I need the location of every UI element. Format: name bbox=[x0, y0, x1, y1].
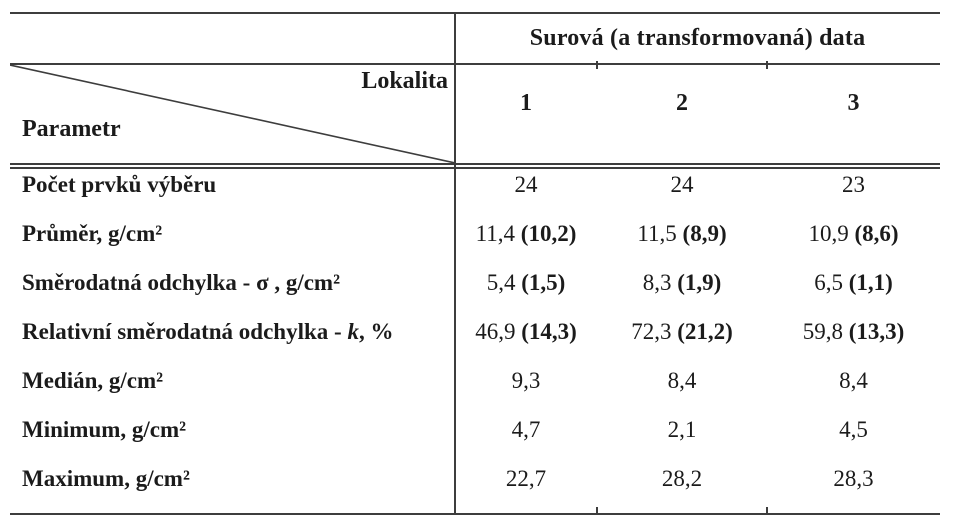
raw-value: 24 bbox=[670, 172, 694, 198]
transformed-value: (13,3) bbox=[848, 319, 905, 344]
table-row: Průměr, g/cm² 11,4 (10,2) 11,5 (8,9) 10,9 (… bbox=[10, 210, 940, 259]
value-cell: 11,4 (10,2) bbox=[455, 221, 597, 247]
row-label-segment: Počet prvků výběru bbox=[22, 172, 217, 198]
row-label-segment: Medián, g/cm² bbox=[22, 367, 164, 393]
raw-value: 4,7 bbox=[511, 416, 541, 442]
row-label: Minimum, g/cm² bbox=[10, 417, 455, 443]
transformed-value: (8,9) bbox=[682, 221, 727, 247]
value-cell: 2,1 bbox=[597, 417, 767, 443]
raw-value: 72,3 bbox=[631, 319, 678, 344]
table-row: Medián, g/cm² 9,3 8,4 8,4 bbox=[10, 356, 940, 405]
raw-value: 59,8 bbox=[802, 319, 849, 344]
value-cell: 4,5 bbox=[767, 417, 940, 443]
raw-value: 24 bbox=[514, 172, 538, 198]
raw-value: 5,4 bbox=[486, 270, 522, 296]
table-row: Maximum, g/cm² 22,7 28,2 28,3 bbox=[10, 454, 940, 503]
row-label: Medián, g/cm² bbox=[10, 368, 455, 394]
column-header-1: 1 bbox=[520, 89, 532, 116]
table-row: Směrodatná odchylka - σ , g/cm² 5,4 (1,5)… bbox=[10, 259, 940, 308]
corner-lokalita-label: Lokalita bbox=[361, 68, 448, 94]
table-row: Minimum, g/cm² 4,7 2,1 4,5 bbox=[10, 405, 940, 454]
raw-value: 8,4 bbox=[839, 367, 868, 393]
raw-value: 2,1 bbox=[667, 416, 697, 442]
value-cell: 46,9 (14,3) bbox=[455, 319, 597, 345]
value-cell: 8,4 bbox=[767, 368, 940, 394]
header-separator-line bbox=[10, 63, 940, 65]
row-label: Relativní směrodatná odchylka - k, % bbox=[10, 319, 455, 345]
table-border-top bbox=[10, 12, 940, 14]
column-header-2: 2 bbox=[676, 89, 688, 116]
diagonal-divider bbox=[10, 64, 455, 164]
raw-value: 9,3 bbox=[511, 367, 541, 393]
row-label: Maximum, g/cm² bbox=[10, 466, 455, 492]
value-cell: 8,4 bbox=[597, 368, 767, 394]
value-cell: 5,4 (1,5) bbox=[455, 270, 597, 296]
double-rule-upper bbox=[10, 163, 940, 165]
row-label-segment: Minimum, g/cm² bbox=[22, 416, 187, 442]
raw-value: 11,5 bbox=[637, 221, 683, 247]
value-cell: 11,5 (8,9) bbox=[597, 221, 767, 247]
value-cell: 28,2 bbox=[597, 466, 767, 492]
value-cell: 24 bbox=[597, 172, 767, 198]
value-cell: 72,3 (21,2) bbox=[597, 319, 767, 345]
table-body: Počet prvků výběru 24 24 23 Průměr, g/cm² 11,… bbox=[10, 161, 940, 503]
transformed-value: (1,5) bbox=[521, 270, 566, 296]
table-border-bottom bbox=[10, 513, 940, 515]
value-cell: 9,3 bbox=[455, 368, 597, 394]
double-rule-lower bbox=[10, 167, 940, 169]
row-label: Směrodatná odchylka - σ , g/cm² bbox=[10, 270, 455, 296]
value-cell: 28,3 bbox=[767, 466, 940, 492]
column-tick bbox=[596, 61, 598, 69]
value-cell: 10,9 (8,6) bbox=[767, 221, 940, 247]
value-cell: 6,5 (1,1) bbox=[767, 270, 940, 296]
transformed-value: (1,9) bbox=[677, 270, 722, 296]
corner-parametr-label: Parametr bbox=[22, 116, 121, 142]
row-label-segment: , % bbox=[358, 319, 394, 344]
value-cell: 22,7 bbox=[455, 466, 597, 492]
column-divider-line bbox=[454, 12, 456, 515]
raw-value: 46,9 bbox=[475, 319, 522, 344]
value-cell: 4,7 bbox=[455, 417, 597, 443]
transformed-value: (14,3) bbox=[521, 319, 577, 344]
table-row: Relativní směrodatná odchylka - k, % 46,9… bbox=[10, 308, 940, 357]
column-tick bbox=[766, 61, 768, 69]
raw-value: 4,5 bbox=[839, 416, 868, 442]
data-group-header: Surová (a transformovaná) data bbox=[529, 24, 866, 51]
raw-value: 22,7 bbox=[505, 465, 547, 491]
table-row: Počet prvků výběru 24 24 23 bbox=[10, 161, 940, 210]
value-cell: 59,8 (13,3) bbox=[767, 319, 940, 345]
row-label-segment: Maximum, g/cm² bbox=[22, 465, 190, 491]
row-label-segment: Relativní směrodatná odchylka - bbox=[22, 319, 348, 344]
raw-value: 11,4 bbox=[475, 221, 521, 247]
raw-value: 6,5 bbox=[814, 270, 849, 296]
row-label: Počet prvků výběru bbox=[10, 172, 455, 198]
column-tick bbox=[596, 507, 598, 515]
row-label-segment: Směrodatná odchylka - σ , g/cm² bbox=[22, 270, 340, 296]
value-cell: 8,3 (1,9) bbox=[597, 270, 767, 296]
transformed-value: (10,2) bbox=[520, 221, 577, 247]
column-tick bbox=[766, 507, 768, 515]
value-cell: 23 bbox=[767, 172, 940, 198]
raw-value: 23 bbox=[842, 172, 865, 198]
row-label-segment: Průměr, g/cm² bbox=[22, 221, 163, 247]
raw-value: 28,3 bbox=[833, 465, 874, 491]
column-header-3: 3 bbox=[847, 89, 860, 116]
row-label: Průměr, g/cm² bbox=[10, 221, 455, 247]
value-cell: 24 bbox=[455, 172, 597, 198]
column-header-row: 1 2 3 bbox=[10, 64, 940, 142]
raw-value: 28,2 bbox=[661, 465, 703, 491]
transformed-value: (21,2) bbox=[677, 319, 733, 344]
raw-value: 10,9 bbox=[808, 221, 855, 247]
transformed-value: (1,1) bbox=[848, 270, 893, 296]
raw-value: 8,4 bbox=[667, 367, 697, 393]
row-label-italic-segment: k bbox=[347, 319, 359, 344]
raw-value: 8,3 bbox=[642, 270, 678, 296]
transformed-value: (8,6) bbox=[854, 221, 899, 247]
